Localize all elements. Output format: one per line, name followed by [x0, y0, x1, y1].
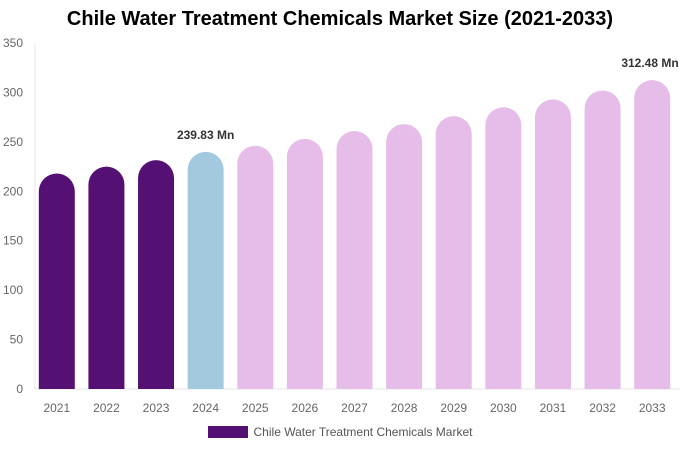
chart-title: Chile Water Treatment Chemicals Market S…	[66, 8, 614, 30]
x-tick-label: 2025	[242, 401, 269, 415]
bar-2021	[38, 173, 75, 389]
bar-2030	[485, 107, 522, 390]
bar-2024	[187, 151, 224, 389]
x-tick-label: 2026	[292, 401, 319, 415]
x-tick-label: 2031	[540, 401, 567, 415]
x-tick-label: 2029	[440, 401, 467, 415]
y-tick-label: 250	[3, 135, 23, 149]
x-tick-label: 2028	[391, 401, 418, 415]
data-label: 312.48 Mn	[621, 56, 678, 70]
x-tick-label: 2033	[639, 401, 666, 415]
x-tick-label: 2030	[490, 401, 517, 415]
bar-2031	[534, 99, 571, 389]
x-tick-label: 2032	[589, 401, 616, 415]
x-tick-label: 2021	[43, 401, 70, 415]
y-tick-label: 100	[3, 283, 23, 297]
bar-2027	[336, 130, 373, 390]
bar-2025	[237, 145, 274, 389]
y-tick-label: 0	[16, 382, 23, 396]
bar-2028	[386, 124, 423, 389]
legend-label: Chile Water Treatment Chemicals Market	[253, 425, 473, 439]
bar-2026	[286, 138, 323, 389]
bar-2023	[138, 160, 175, 389]
y-tick-label: 300	[3, 85, 23, 99]
x-tick-label: 2022	[93, 401, 120, 415]
legend: Chile Water Treatment Chemicals Market	[0, 425, 680, 439]
y-tick-label: 200	[3, 184, 23, 198]
y-tick-label: 350	[3, 36, 23, 50]
bar-2022	[88, 166, 125, 389]
y-tick-label: 50	[10, 333, 24, 347]
data-label: 239.83 Mn	[177, 128, 234, 142]
x-tick-label: 2023	[143, 401, 170, 415]
bar-2029	[435, 116, 472, 389]
y-tick-label: 150	[3, 234, 23, 248]
bar-2032	[584, 90, 621, 390]
x-tick-label: 2024	[192, 401, 219, 415]
bar-2033	[634, 80, 671, 390]
legend-swatch	[207, 426, 248, 438]
x-tick-label: 2027	[341, 401, 368, 415]
